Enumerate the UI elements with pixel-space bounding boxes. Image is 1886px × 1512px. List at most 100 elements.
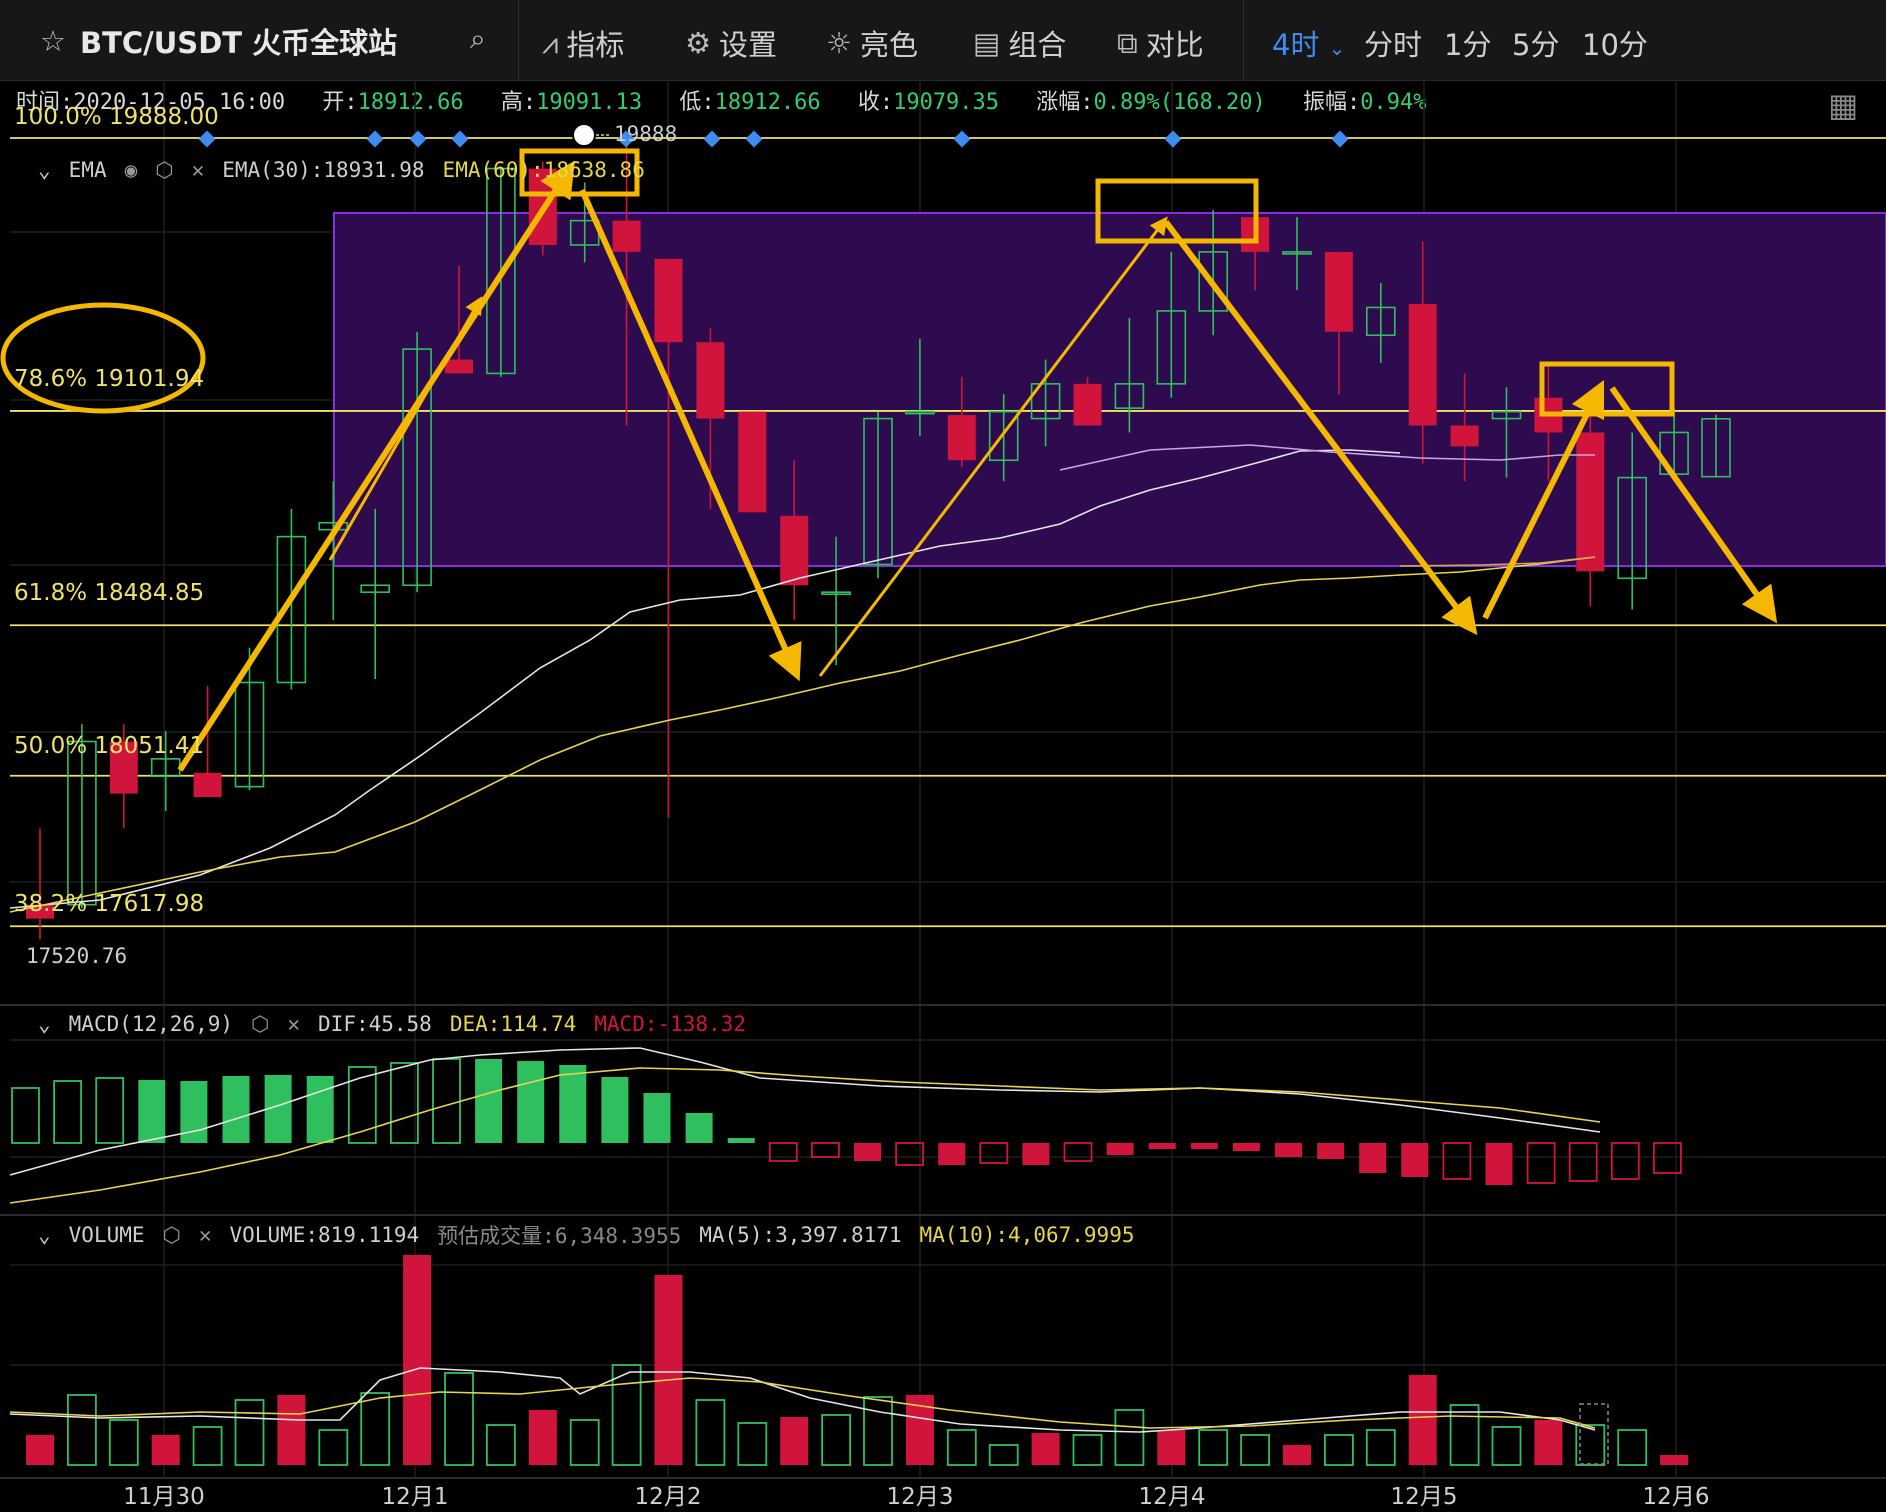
candle-body <box>360 584 391 593</box>
candle-body <box>1366 306 1396 337</box>
fib-382-label: 38.2% 17617.98 <box>14 891 205 917</box>
candle-body <box>1408 303 1437 426</box>
gear-icon[interactable]: ⬡ <box>251 1012 270 1036</box>
macd-bar <box>1359 1143 1387 1173</box>
macd-name: MACD(12,26,9) <box>68 1012 234 1036</box>
layout-icon: ▤ <box>973 26 1001 60</box>
symbol-selector[interactable]: ☆ BTC/USDT 火币全球站 <box>40 20 397 62</box>
calendar-icon[interactable]: ▦ <box>1828 86 1859 124</box>
candle-body <box>1114 383 1145 409</box>
macd-bar <box>768 1142 798 1162</box>
candle-body <box>276 535 307 684</box>
candle-body <box>445 359 473 374</box>
chevron-down-icon[interactable]: ⌄ <box>38 1223 51 1247</box>
settings-button[interactable]: ⚙ 设置 <box>685 22 777 64</box>
timeframe-5m[interactable]: 5分 <box>1512 28 1560 62</box>
volume-bar <box>360 1392 391 1466</box>
volume-bar <box>1283 1445 1311 1465</box>
volume-bar <box>821 1414 851 1466</box>
close-icon[interactable]: ✕ <box>198 1223 212 1247</box>
volume-bar <box>1660 1455 1689 1465</box>
volume-bar <box>863 1396 893 1466</box>
timeframe-10m[interactable]: 10分 <box>1582 28 1648 62</box>
compare-button[interactable]: ⧉ 对比 <box>1117 22 1204 64</box>
volume-bar <box>444 1372 474 1466</box>
trend-arrow <box>1482 379 1605 620</box>
macd-bar <box>643 1093 671 1143</box>
candle-body <box>947 415 976 461</box>
chart-line-icon: ⩘ <box>542 25 559 60</box>
macd-bar <box>53 1080 82 1144</box>
compare-icon: ⧉ <box>1117 25 1138 60</box>
candle-body <box>1198 251 1228 312</box>
combo-button[interactable]: ▤ 组合 <box>973 22 1066 64</box>
candle-body <box>1030 383 1061 420</box>
event-marker <box>745 130 763 148</box>
volume-bar <box>403 1255 432 1465</box>
macd-bar <box>1063 1142 1093 1162</box>
trend-arrow <box>1163 220 1478 636</box>
candle-body <box>1701 417 1731 478</box>
volume-bar <box>485 1424 516 1466</box>
high-label: 高: <box>500 90 537 115</box>
macd-bar <box>1317 1143 1345 1159</box>
chevron-down-icon[interactable]: ⌄ <box>38 158 51 182</box>
time-value: 2020-12-05 16:00 <box>73 90 286 115</box>
ema30-line <box>9 449 1401 909</box>
chevron-down-icon[interactable]: ⌄ <box>38 1012 51 1036</box>
macd-bar <box>475 1059 503 1143</box>
volume-bar <box>1534 1420 1563 1465</box>
volume-bar <box>1575 1424 1606 1466</box>
theme-button[interactable]: ☼ 亮色 <box>826 22 918 64</box>
amplitude-value: 0.94% <box>1360 90 1427 115</box>
timeframe-minute-line[interactable]: 分时 <box>1364 28 1423 62</box>
macd-panel <box>9 1047 1682 1204</box>
candle-body <box>1576 432 1605 572</box>
candle-body <box>402 348 432 587</box>
candle-body <box>780 515 809 586</box>
ohlc-info-row: 时间:2020-12-05 16:00 开:18912.66 高:19091.1… <box>16 84 1426 116</box>
timeframe-4h[interactable]: 4时 ⌄ <box>1272 22 1345 64</box>
event-marker <box>703 130 721 148</box>
macd-bar <box>1148 1143 1176 1149</box>
eye-icon[interactable]: ◉ <box>124 158 138 182</box>
event-marker <box>617 130 635 148</box>
search-icon[interactable]: ⌕ <box>470 22 486 55</box>
volume-bar <box>1491 1426 1522 1466</box>
close-value: 19079.35 <box>893 90 1000 115</box>
macd-dif-value: DIF:45.58 <box>318 1012 432 1036</box>
close-icon[interactable]: ✕ <box>287 1012 301 1036</box>
gear-icon[interactable]: ⬡ <box>155 158 174 182</box>
volume-bar <box>654 1275 683 1465</box>
gear-icon[interactable]: ⬡ <box>162 1223 181 1247</box>
low-value: 18912.66 <box>714 90 821 115</box>
event-marker <box>409 130 427 148</box>
candle-body <box>26 904 54 919</box>
timeframe-1m[interactable]: 1分 <box>1444 28 1492 62</box>
star-icon[interactable]: ☆ <box>40 24 66 58</box>
trend-arrow <box>1609 386 1778 624</box>
volume-ma10-line <box>9 1377 1596 1429</box>
timeframe-label: 4时 <box>1272 28 1320 62</box>
candle-body <box>1491 410 1522 420</box>
macd-hist-value: MACD:-138.32 <box>594 1012 746 1036</box>
indicators-button[interactable]: ⩘ 指标 <box>542 22 624 64</box>
macd-bar <box>347 1066 377 1144</box>
x-axis-label: 12月5 <box>1391 1484 1458 1510</box>
volume-bar <box>1324 1434 1354 1466</box>
volume-bar <box>988 1444 1019 1466</box>
event-marker <box>1164 130 1182 148</box>
event-marker <box>198 130 216 148</box>
estimated-volume-bar <box>1579 1403 1609 1465</box>
macd-bar <box>1106 1143 1134 1155</box>
macd-bar <box>854 1143 881 1161</box>
volume-ma5-value: MA(5):3,397.8171 <box>699 1223 902 1247</box>
gear-icon: ⚙ <box>685 26 711 60</box>
macd-bar <box>95 1077 125 1144</box>
close-icon[interactable]: ✕ <box>191 158 205 182</box>
macd-bar <box>432 1058 461 1144</box>
x-axis-label: 12月2 <box>635 1484 702 1510</box>
candle-body <box>234 681 265 788</box>
symbol-label: BTC/USDT 火币全球站 <box>80 26 398 60</box>
